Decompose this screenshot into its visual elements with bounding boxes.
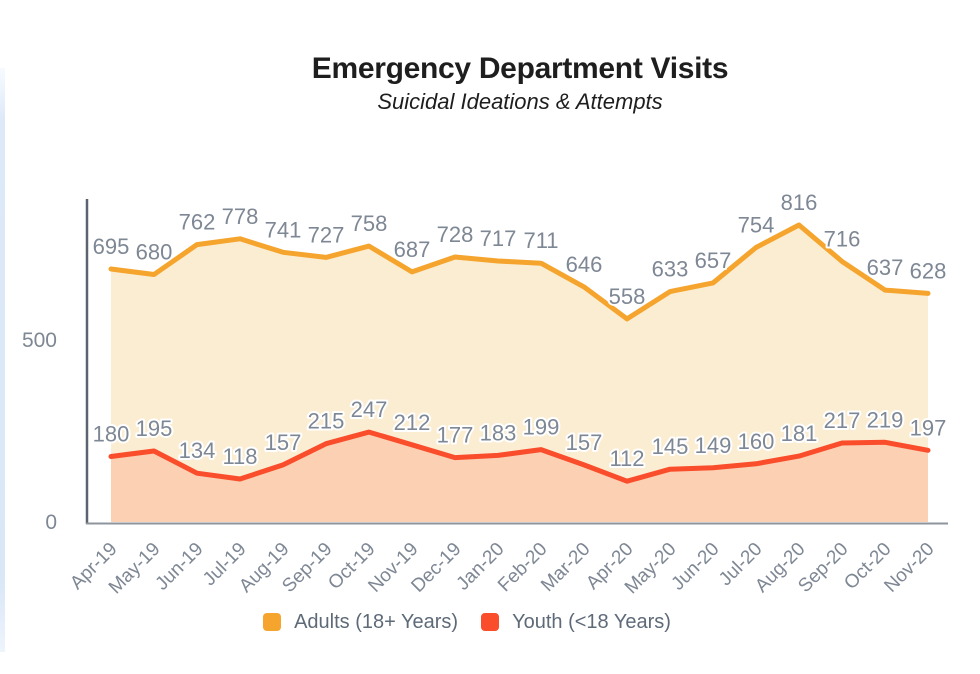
adults-18-years-data-label: 558 (609, 284, 646, 309)
youth-18-years-data-label: 197 (910, 415, 947, 440)
youth-18-years-data-label: 219 (867, 407, 904, 432)
adults-18-years-data-label: 727 (308, 222, 345, 247)
youth-18-years-data-label: 118 (222, 444, 257, 469)
adults-18-years-data-label: 711 (523, 228, 558, 253)
youth-18-years-data-label: 217 (824, 408, 861, 433)
adults-18-years-line (108, 222, 931, 322)
youth-18-years-data-label: 177 (437, 423, 474, 448)
youth-18-years-data-label: 215 (308, 409, 345, 434)
adults-18-years-data-label: 637 (867, 255, 904, 280)
youth-18-years-data-label: 247 (351, 397, 388, 422)
youth-18-years-data-label: 180 (93, 422, 130, 447)
adults-18-years-data-label: 778 (222, 204, 259, 229)
legend-item-youth[interactable]: Youth (<18 Years) (481, 611, 671, 634)
youth-18-years-data-label: 112 (609, 446, 644, 471)
youth-18-years-data-label: 195 (136, 416, 173, 441)
youth-18-years-data-label: 181 (781, 421, 818, 446)
y-tick-label: 0 (45, 511, 57, 534)
adults-18-years-data-label: 695 (93, 234, 130, 259)
adults-18-years-data-label: 754 (738, 213, 775, 238)
adults-18-years-data-label: 816 (781, 190, 818, 215)
adults-18-years-data-label: 657 (695, 248, 732, 273)
youth-18-years-data-label: 149 (695, 433, 732, 458)
youth-18-years-data-label: 183 (480, 420, 517, 445)
youth-18-years-data-label: 160 (738, 429, 775, 454)
youth-18-years-data-label: 145 (652, 434, 689, 459)
youth-18-years-data-label: 157 (566, 430, 603, 455)
youth-18-years-line (108, 429, 931, 484)
adults-18-years-data-label: 680 (136, 240, 173, 265)
adults-18-years-data-label: 758 (351, 211, 388, 236)
youth-18-years-data-label: 199 (523, 415, 560, 440)
x-tick-label: Jun-19 (152, 539, 208, 595)
legend-label-youth: Youth (<18 Years) (512, 610, 671, 633)
adults-18-years-data-label: 762 (179, 210, 216, 235)
legend-label-adults: Adults (18+ Years) (294, 610, 459, 633)
adults-18-years-data-label: 728 (437, 222, 474, 247)
adults-series-swatch (263, 613, 282, 631)
adults-18-years-data-label: 646 (566, 252, 603, 277)
legend-item-adults[interactable]: Adults (18+ Years) (263, 611, 458, 634)
youth-series-swatch (481, 613, 500, 631)
x-tick-label: Mar-20 (537, 539, 594, 596)
adults-18-years-data-label: 717 (480, 226, 517, 251)
adults-18-years-data-label: 741 (265, 217, 302, 242)
adults-18-years-data-label: 628 (910, 258, 947, 283)
x-tick-label: Jun-20 (668, 539, 724, 595)
chart-legend: Adults (18+ Years) Youth (<18 Years) (0, 609, 934, 635)
youth-18-years-data-label: 212 (394, 410, 431, 435)
youth-18-years-area (111, 432, 928, 522)
left-edge-window-artifact (0, 68, 5, 652)
adults-18-years-data-label: 716 (824, 226, 861, 251)
adults-18-years-data-label: 687 (394, 237, 431, 262)
y-tick-label: 500 (22, 329, 57, 352)
youth-18-years-data-label: 134 (179, 438, 216, 463)
adults-18-years-data-label: 633 (652, 257, 689, 282)
youth-18-years-data-label: 157 (265, 430, 302, 455)
